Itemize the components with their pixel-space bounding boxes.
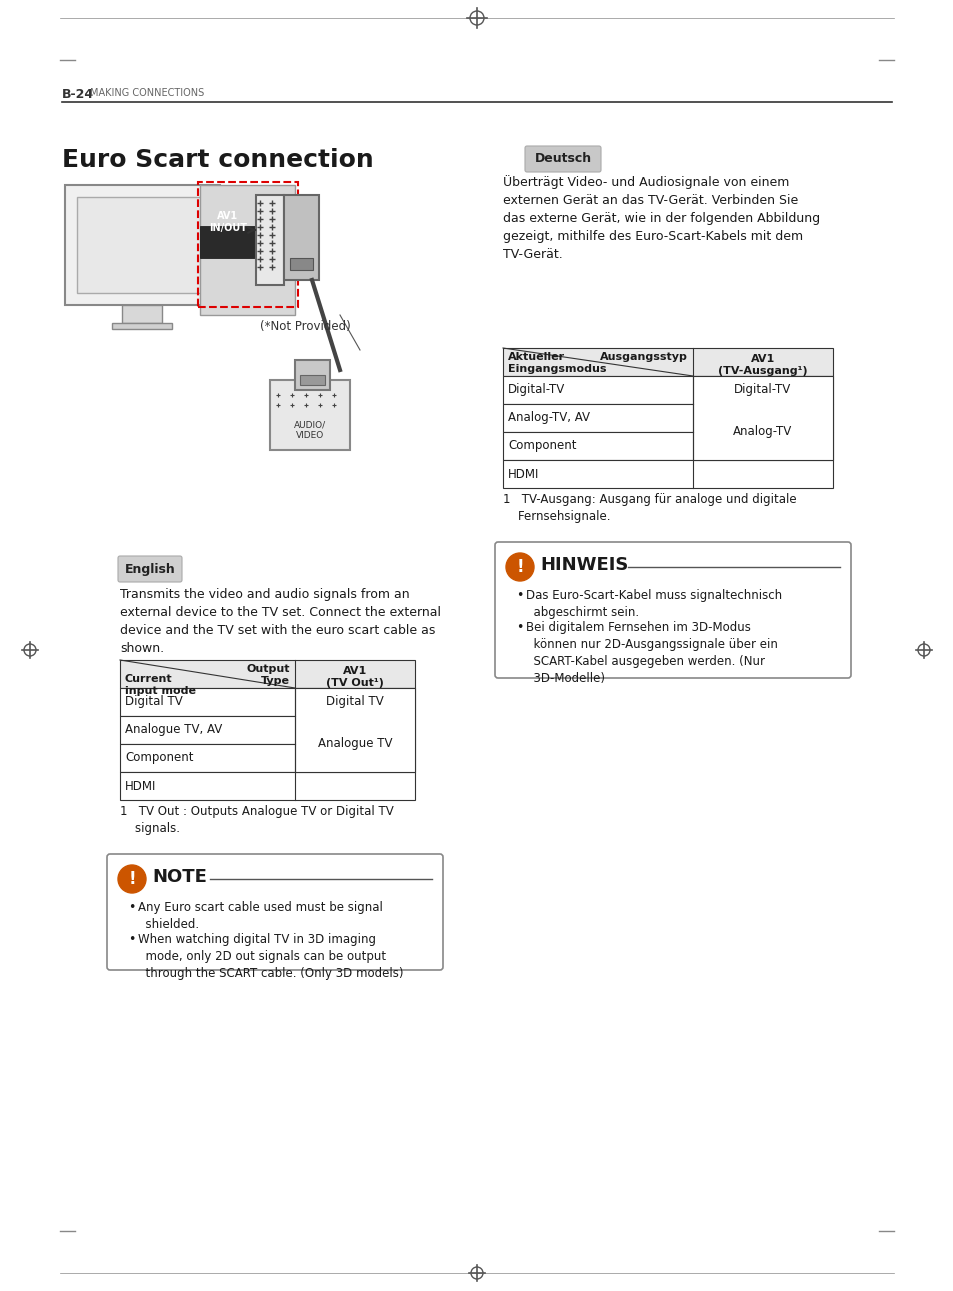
Bar (112, 323, 172, 329)
Text: 1   TV-Ausgang: Ausgang für analoge und digitale
    Fernsehsignale.: 1 TV-Ausgang: Ausgang für analoge und di… (502, 493, 796, 523)
Text: Bei digitalem Fernsehen im 3D-Modus
  können nur 2D-Ausgangssignale über ein
  S: Bei digitalem Fernsehen im 3D-Modus könn… (525, 621, 777, 686)
Bar (692, 376, 832, 460)
Text: AUDIO/
VIDEO: AUDIO/ VIDEO (294, 421, 326, 440)
Text: Analogue TV, AV: Analogue TV, AV (125, 723, 222, 736)
Bar (200, 226, 255, 258)
Text: •: • (516, 621, 523, 634)
Bar (502, 432, 832, 460)
Text: Component: Component (125, 751, 193, 764)
Text: Any Euro scart cable used must be signal
  shielded.: Any Euro scart cable used must be signal… (138, 901, 382, 931)
Bar (120, 688, 415, 717)
FancyBboxPatch shape (495, 542, 850, 678)
Text: NOTE: NOTE (152, 868, 207, 886)
Text: Digital TV: Digital TV (326, 696, 383, 709)
Bar (502, 404, 832, 432)
Text: AV1
IN/OUT: AV1 IN/OUT (209, 212, 247, 232)
Bar (77, 198, 208, 293)
Text: Aktueller
Eingangsmodus: Aktueller Eingangsmodus (507, 352, 606, 374)
FancyBboxPatch shape (524, 146, 600, 172)
Bar (502, 349, 832, 376)
Bar (294, 688, 415, 772)
Text: Überträgt Video- und Audiosignale von einem
externen Gerät an das TV-Gerät. Verb: Überträgt Video- und Audiosignale von ei… (502, 176, 820, 261)
Text: Component: Component (507, 439, 576, 453)
Text: •: • (128, 933, 135, 946)
Text: Euro Scart connection: Euro Scart connection (62, 148, 374, 172)
Text: HDMI: HDMI (125, 780, 156, 793)
Circle shape (118, 865, 146, 893)
Bar (120, 744, 415, 772)
Text: AV1
(TV-Ausgang¹): AV1 (TV-Ausgang¹) (718, 354, 807, 377)
Text: Transmits the video and audio signals from an
external device to the TV set. Con: Transmits the video and audio signals fr… (120, 587, 440, 655)
Text: MAKING CONNECTIONS: MAKING CONNECTIONS (90, 88, 204, 98)
Bar (270, 380, 350, 451)
Text: 1   TV Out : Outputs Analogue TV or Digital TV
    signals.: 1 TV Out : Outputs Analogue TV or Digita… (120, 806, 394, 835)
Bar (120, 660, 415, 688)
Text: B-24: B-24 (62, 88, 94, 101)
FancyBboxPatch shape (118, 556, 182, 582)
Text: English: English (125, 563, 175, 576)
Text: Output
Type: Output Type (246, 664, 290, 687)
Text: !: ! (128, 870, 135, 888)
Text: Digital TV: Digital TV (125, 696, 183, 709)
FancyBboxPatch shape (107, 855, 442, 970)
Text: Digital-TV: Digital-TV (734, 383, 791, 396)
Text: !: ! (516, 558, 523, 576)
Bar (284, 195, 318, 280)
Text: Das Euro-Scart-Kabel muss signaltechnisch
  abgeschirmt sein.: Das Euro-Scart-Kabel muss signaltechnisc… (525, 589, 781, 618)
Bar (255, 195, 284, 285)
Text: HDMI: HDMI (507, 467, 538, 480)
Bar (198, 182, 297, 307)
Text: HINWEIS: HINWEIS (539, 556, 628, 574)
Bar (120, 772, 415, 800)
Circle shape (505, 553, 534, 581)
Text: Digital-TV: Digital-TV (507, 383, 565, 396)
Bar (502, 460, 832, 488)
Bar (294, 360, 330, 390)
Bar (120, 717, 415, 744)
Text: Analog-TV: Analog-TV (733, 426, 792, 439)
Text: Current
input mode: Current input mode (125, 674, 195, 696)
Bar (290, 258, 313, 270)
Text: •: • (516, 589, 523, 602)
Bar (200, 185, 294, 315)
Bar (122, 305, 162, 323)
Text: AV1
(TV Out¹): AV1 (TV Out¹) (326, 666, 383, 688)
Text: When watching digital TV in 3D imaging
  mode, only 2D out signals can be output: When watching digital TV in 3D imaging m… (138, 933, 403, 980)
Text: Analog-TV, AV: Analog-TV, AV (507, 412, 589, 425)
Bar (65, 185, 220, 305)
Bar (502, 376, 832, 404)
Text: Deutsch: Deutsch (534, 152, 591, 165)
Text: •: • (128, 901, 135, 914)
Text: (*Not Provided): (*Not Provided) (260, 320, 351, 333)
Bar (299, 374, 325, 385)
Text: Ausgangsstyp: Ausgangsstyp (599, 352, 687, 361)
Text: Analogue TV: Analogue TV (317, 737, 392, 750)
